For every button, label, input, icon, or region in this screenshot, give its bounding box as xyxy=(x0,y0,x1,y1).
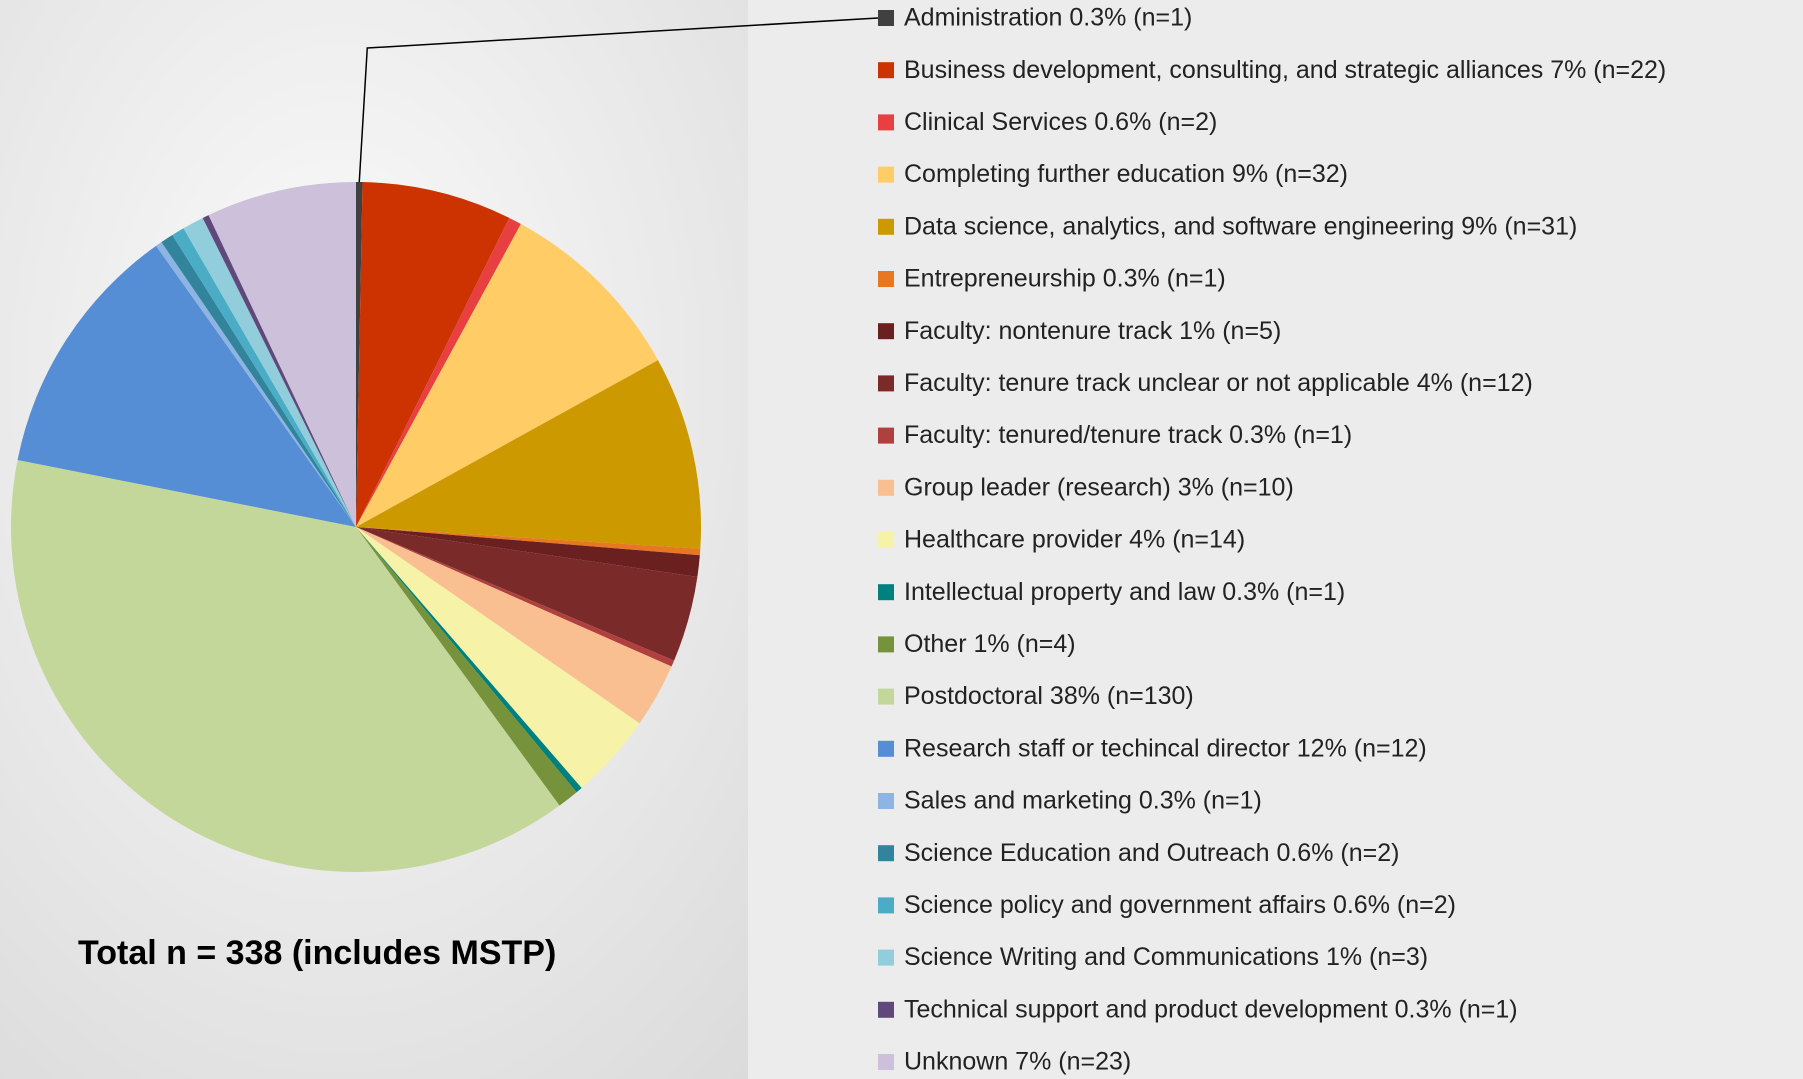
pie-slice xyxy=(17,245,356,528)
pie-slice xyxy=(202,215,356,528)
pie-slice xyxy=(356,527,675,667)
legend-swatch xyxy=(878,427,894,444)
pie-slice xyxy=(356,527,577,806)
legend-label: Faculty: nontenure track 1% (n=5) xyxy=(904,317,1281,345)
legend-label: Clinical Services 0.6% (n=2) xyxy=(904,108,1217,136)
pie xyxy=(10,182,701,872)
legend-label: Science Writing and Communications 1% (n… xyxy=(904,943,1428,971)
legend-label: Unknown 7% (n=23) xyxy=(904,1048,1131,1076)
pie-slice xyxy=(356,527,700,577)
legend-label: Business development, consulting, and st… xyxy=(904,56,1666,84)
legend-swatch xyxy=(878,218,894,235)
pie-slice xyxy=(172,228,356,527)
legend-swatch xyxy=(878,323,894,340)
legend-label: Administration 0.3% (n=1) xyxy=(904,4,1192,32)
legend-swatch xyxy=(878,375,894,392)
legend-swatch xyxy=(878,793,894,809)
legend-label: Technical support and product developmen… xyxy=(904,995,1518,1023)
pie-slice xyxy=(356,182,363,527)
pie-slice xyxy=(356,217,521,528)
legend-label: Faculty: tenure track unclear or not app… xyxy=(904,369,1533,397)
legend-swatch xyxy=(878,740,894,757)
legend-swatch xyxy=(878,532,894,548)
legend-label: Sales and marketing 0.3% (n=1) xyxy=(904,787,1262,815)
legend-swatch xyxy=(878,584,894,601)
pie-slice xyxy=(356,527,582,793)
legend-label: Group leader (research) 3% (n=10) xyxy=(904,473,1294,501)
legend-swatch xyxy=(878,949,894,966)
legend-label: Other 1% (n=4) xyxy=(904,630,1076,658)
pie-slice xyxy=(356,527,701,556)
legend-swatch xyxy=(878,688,894,705)
legend-swatch xyxy=(878,479,894,496)
legend-label: Completing further education 9% (n=32) xyxy=(904,160,1348,188)
pie-slice xyxy=(356,360,701,549)
pie-slice xyxy=(356,182,510,528)
legend-label: Entrepreneurship 0.3% (n=1) xyxy=(904,265,1226,293)
legend-swatch xyxy=(878,271,894,287)
legend-swatch xyxy=(878,845,894,862)
legend-swatch xyxy=(878,166,894,183)
legend-swatch xyxy=(878,114,894,131)
legend-swatch xyxy=(878,897,894,914)
legend-swatch xyxy=(878,1001,894,1018)
pie-slice xyxy=(10,459,560,872)
pie-slice xyxy=(208,182,356,527)
legend-swatch xyxy=(878,636,894,653)
legend: Administration 0.3% (n=1) Business develo… xyxy=(878,4,1666,1076)
legend-swatch xyxy=(878,62,894,79)
legend-swatch xyxy=(878,1054,894,1070)
pie-slice xyxy=(183,217,356,528)
legend-label: Science Education and Outreach 0.6% (n=2… xyxy=(904,839,1399,867)
pie-slice xyxy=(356,527,672,724)
legend-swatch xyxy=(878,10,894,26)
pie-slice xyxy=(356,223,658,528)
legend-label: Faculty: tenured/tenure track 0.3% (n=1) xyxy=(904,421,1352,449)
annotation: Total n = 338 (includes MSTP) xyxy=(78,934,556,972)
leader-line xyxy=(358,17,879,183)
legend-label: Intellectual property and law 0.3% (n=1) xyxy=(904,578,1345,606)
pie-slice xyxy=(156,242,356,528)
pie-slice xyxy=(356,527,698,661)
legend-label: Science policy and government affairs 0.… xyxy=(904,891,1456,919)
legend-label: Research staff or techincal director 12%… xyxy=(904,734,1427,762)
pie-slice xyxy=(161,234,356,527)
legend-label: Postdoctoral 38% (n=130) xyxy=(904,682,1194,710)
legend-label: Healthcare provider 4% (n=14) xyxy=(904,526,1245,554)
legend-label: Data science, analytics, and software en… xyxy=(904,212,1577,240)
pie-slice xyxy=(356,527,640,788)
